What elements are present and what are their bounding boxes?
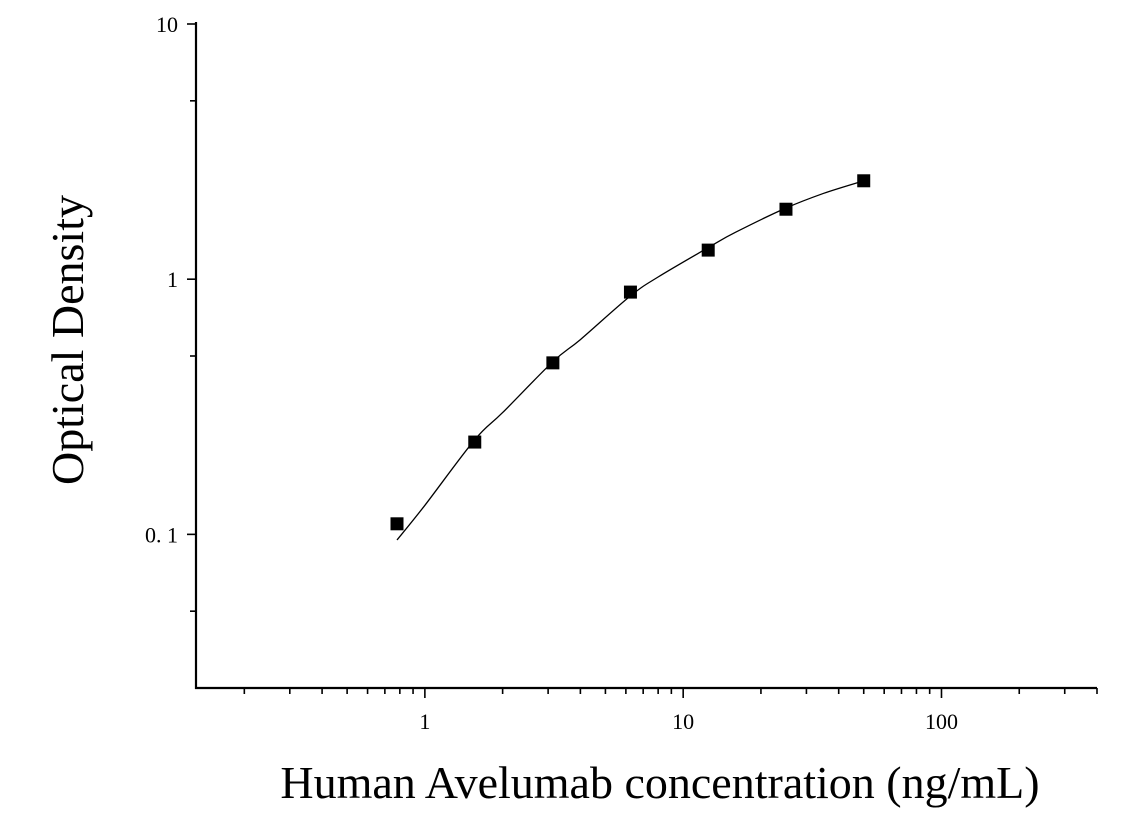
fit-curve-layer — [396, 180, 864, 541]
y-tick-label: 10 — [156, 12, 178, 37]
data-point — [468, 435, 482, 449]
y-tick-label: 1 — [167, 267, 178, 292]
data-point — [623, 285, 637, 299]
data-point — [779, 202, 793, 216]
x-tick-label: 100 — [925, 709, 958, 734]
data-point — [701, 243, 715, 257]
fit-curve — [396, 180, 864, 541]
y-axis-title: Optical Density — [42, 195, 93, 485]
data-points-layer — [390, 174, 871, 531]
data-point — [390, 517, 404, 531]
y-tick-label: 0. 1 — [145, 522, 178, 547]
axes — [187, 22, 1098, 698]
x-axis-title: Human Avelumab concentration (ng/mL) — [280, 757, 1039, 808]
x-tick-label: 10 — [672, 709, 694, 734]
tick-labels-layer: 1 10 100 0. 1 1 10 — [145, 12, 958, 734]
x-tick-label: 1 — [419, 709, 430, 734]
data-point — [857, 174, 871, 188]
data-point — [546, 356, 560, 370]
